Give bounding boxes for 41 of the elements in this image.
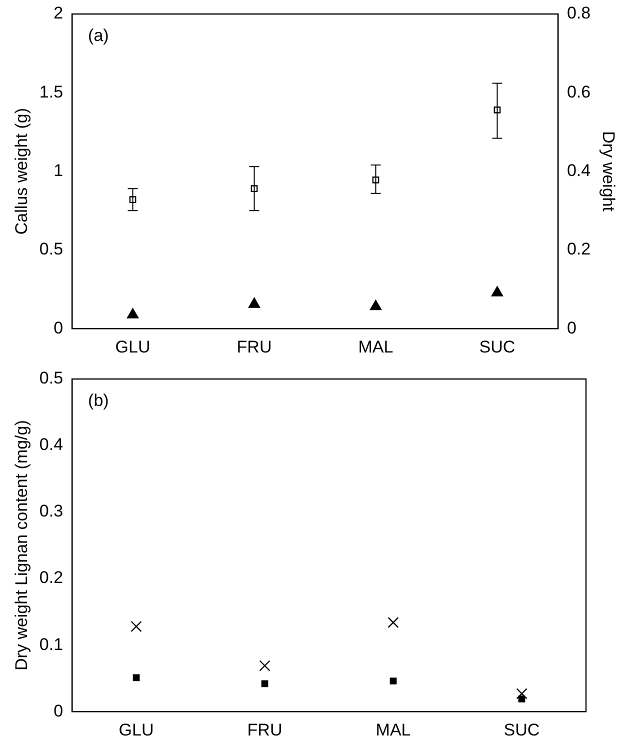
x-tick-label: GLU [115,337,150,356]
x-tick-label: MAL [376,720,411,740]
point [248,298,260,308]
point [388,616,399,628]
y-tick-label: 0 [54,318,64,338]
x-tick-label: SUC [479,337,516,356]
point [261,680,268,688]
y2-tick-label: 0.8 [566,4,591,23]
y-tick-label: 1 [54,160,64,180]
point [132,674,140,682]
point [370,300,382,310]
point [259,660,270,672]
y-tick-label: 0 [54,701,64,720]
x-tick-label: FRU [247,720,282,740]
x-tick-label: SUC [504,720,540,740]
x-tick-label: GLU [118,720,154,740]
y-tick-label: 0.1 [39,634,64,654]
point [390,678,397,684]
y-tick-label: 2 [54,4,64,23]
point [516,688,528,700]
y2-tick-label: 0.6 [566,82,591,102]
annotation: (b) [88,391,109,410]
y-tick-label: 1.5 [39,82,64,102]
point [491,286,504,296]
annotation: (a) [88,26,109,46]
y-tick-label: 0.5 [39,240,64,259]
y2-tick-label: 0.2 [566,240,591,259]
y-tick-label: 0.4 [39,435,64,454]
point [518,696,526,702]
y-axis-title: Dry weight Lignan content (mg/g) [12,420,31,671]
y-axis-title: Callus weight (g) [12,108,31,235]
y2-tick-label: 0 [566,318,576,338]
y-tick-label: 0.5 [39,368,64,388]
point [130,620,142,632]
y-tick-label: 0.3 [39,502,64,521]
y2-axis-title: Dry weight [599,131,618,212]
x-tick-label: FRU [236,337,272,356]
y-tick-label: 0.2 [39,568,64,588]
point [126,308,139,318]
x-tick-label: MAL [358,337,394,356]
y2-tick-label: 0.4 [566,160,591,180]
